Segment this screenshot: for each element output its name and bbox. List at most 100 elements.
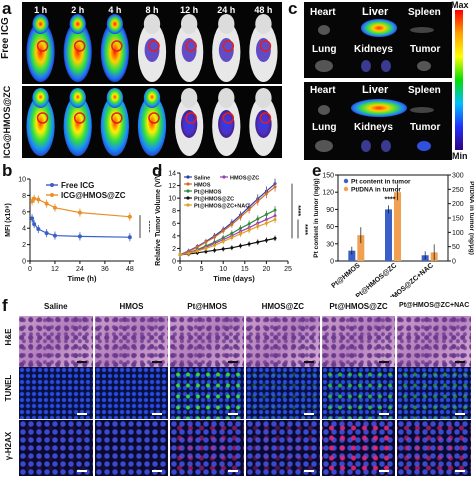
data-point [204, 250, 208, 254]
tunel-stain-image [246, 367, 320, 419]
y-tick-label: 60 [326, 224, 334, 231]
data-point [273, 208, 277, 212]
he-stain-image [19, 316, 93, 367]
scale-bar [152, 413, 163, 415]
y-tick-label: 4 [172, 233, 176, 240]
mouse-head [32, 88, 49, 108]
data-point [77, 210, 82, 215]
legend-marker [186, 203, 190, 207]
x-tick-label: 10 [219, 266, 227, 273]
legend-marker [222, 175, 226, 179]
data-point [204, 240, 208, 244]
data-point [230, 246, 234, 250]
organ-spleen-label-2: Spleen [408, 85, 441, 96]
scale-bar [454, 361, 465, 363]
y-tick-label: 14 [168, 171, 176, 178]
mouse-icg-hmos-zc [63, 96, 92, 156]
mouse-head [106, 14, 124, 34]
data-point [247, 207, 251, 211]
x-tick-label: 5 [200, 266, 204, 273]
he-stain-image [397, 316, 471, 367]
panel-a-imaging: 1 h 2 h 4 h 8 h 12 h 24 h 48 h [22, 2, 282, 158]
tumor-circle [36, 112, 49, 124]
tunel-stain-image [397, 367, 471, 419]
gh2ax-stain-image [94, 420, 169, 476]
row-label-he: H&E [4, 328, 13, 346]
scale-bar [76, 470, 87, 472]
data-point [195, 249, 199, 253]
x-tick-label: 0 [28, 266, 32, 273]
y2-tick-label: 200 [452, 201, 464, 208]
organ-tumor-label: Tumor [410, 44, 441, 55]
organ-lung [315, 60, 333, 72]
column-label: Saline [44, 302, 68, 311]
organ-lung-label: Lung [312, 44, 337, 55]
organ-kidney [381, 60, 391, 72]
panel-label-d: d [152, 161, 163, 180]
scale-bar [76, 361, 87, 363]
data-point [264, 192, 268, 196]
data-point [264, 212, 268, 216]
mouse-icg-hmos-zc [137, 96, 167, 156]
tumor-circle [259, 40, 272, 52]
data-point [32, 222, 37, 227]
data-point [247, 228, 251, 232]
data-point [77, 234, 82, 239]
he-stain-image [321, 316, 396, 367]
organ-spleen-label: Spleen [408, 7, 441, 18]
gh2ax-stain-image [321, 420, 396, 476]
y2-tick-label: 250 [452, 187, 464, 194]
tumor-circle [222, 40, 235, 52]
mice-imaging-grid: 1 h 2 h 4 h 8 h 12 h 24 h 48 h [22, 5, 282, 156]
data-point [127, 214, 132, 219]
legend-label: ICG@HMOS@ZC [61, 191, 126, 200]
x-tick-label: 15 [241, 266, 249, 273]
data-point [273, 214, 277, 218]
panel-label-b: b [2, 161, 13, 180]
legend-marker [50, 193, 54, 197]
chart-d-tumor-volume: 0 2 4 6 8 10 12 14 0 5 10 15 20 25 Time (days) Relative… [155, 168, 308, 283]
he-stain-image [94, 316, 169, 367]
data-point [213, 235, 217, 239]
data-point [221, 229, 225, 233]
data-point [273, 185, 277, 189]
significance-label: **** [144, 220, 150, 233]
legend-label: Pt@HMOS [194, 190, 222, 196]
y-axis-label: Relative Tumor Volume (V/V₀) [155, 168, 162, 266]
legend-label: Saline [194, 176, 210, 182]
x-tick-label: 25 [284, 266, 292, 273]
y-tick-label: 2 [22, 242, 26, 249]
y-tick-label: 150 [322, 173, 334, 180]
data-point [213, 243, 217, 247]
y2-tick-label: 100 [452, 230, 464, 237]
tumor-circle [259, 112, 272, 124]
gh2ax-stain-image [19, 420, 93, 476]
organ-kidney [361, 140, 371, 152]
legend-label: Pt@HMOS@ZC [194, 197, 234, 203]
column-label: HMOS@ZC [261, 302, 305, 311]
bar [385, 209, 392, 261]
data-point [230, 223, 234, 227]
organ-heart [318, 25, 330, 35]
series-line [179, 186, 276, 256]
legend-label: Free ICG [61, 181, 94, 190]
tunel-stain-image [94, 367, 169, 419]
bar [394, 192, 401, 261]
y-tick-label: 4 [22, 226, 26, 233]
data-point [44, 231, 49, 236]
scale-bar [379, 470, 390, 472]
column-label: Pt@HMOS@ZC+NAC [399, 302, 470, 309]
organ-lung-label-2: Lung [312, 122, 337, 133]
organ-liver-label-2: Liver [362, 84, 389, 96]
mouse-head [255, 88, 272, 108]
column-label: Pt@HMOS [187, 302, 228, 311]
signal-spot [218, 110, 235, 138]
data-point [256, 217, 260, 221]
significance-label: **** [301, 224, 308, 235]
tumor-circle [185, 40, 197, 52]
legend-marker [186, 196, 190, 200]
y2-tick-label: 300 [452, 173, 464, 180]
time-label: 12 h [180, 5, 198, 15]
mouse-head [180, 14, 198, 34]
time-label: 4 h [108, 5, 121, 15]
